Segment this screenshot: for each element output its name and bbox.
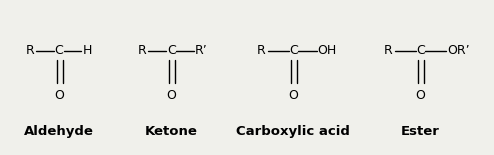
Text: OH: OH xyxy=(317,44,336,57)
Text: C: C xyxy=(289,44,298,57)
Text: R: R xyxy=(25,44,34,57)
Text: O: O xyxy=(288,89,298,102)
Text: R: R xyxy=(384,44,393,57)
Text: H: H xyxy=(82,44,92,57)
Text: Aldehyde: Aldehyde xyxy=(24,125,94,138)
Text: Ketone: Ketone xyxy=(145,125,198,138)
Text: O: O xyxy=(54,89,64,102)
Text: Carboxylic acid: Carboxylic acid xyxy=(237,125,350,138)
Text: R’: R’ xyxy=(195,44,208,57)
Text: O: O xyxy=(166,89,176,102)
Text: C: C xyxy=(167,44,176,57)
Text: C: C xyxy=(54,44,63,57)
Text: O: O xyxy=(415,89,425,102)
Text: C: C xyxy=(416,44,425,57)
Text: R: R xyxy=(138,44,146,57)
Text: R: R xyxy=(257,44,266,57)
Text: OR’: OR’ xyxy=(447,44,470,57)
Text: Ester: Ester xyxy=(401,125,440,138)
